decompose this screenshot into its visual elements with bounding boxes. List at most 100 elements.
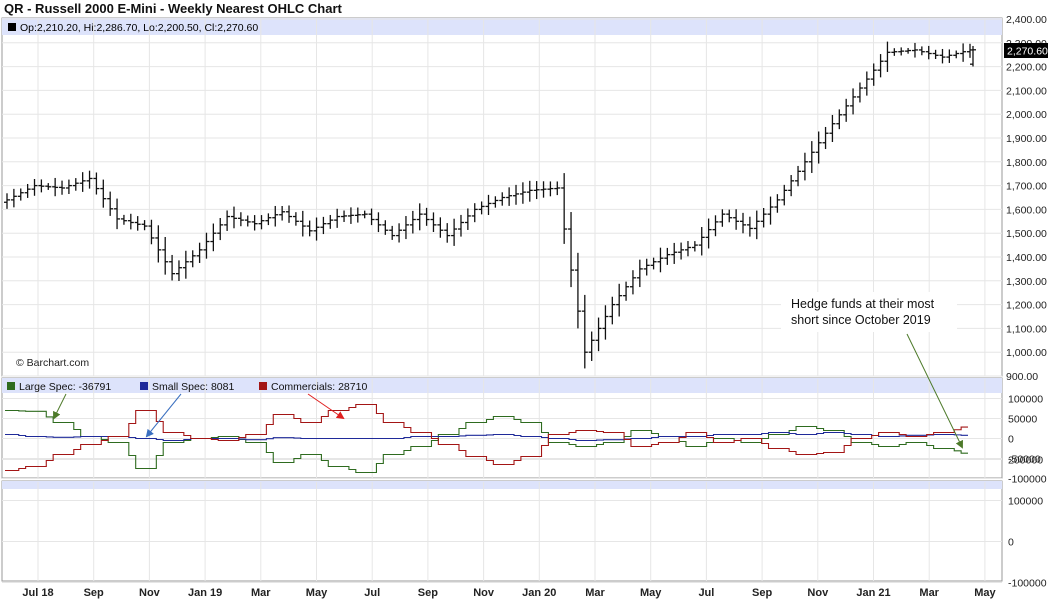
ohlc-bar: [926, 46, 932, 59]
ohlc-bar: [190, 250, 196, 267]
ohlc-bar: [327, 215, 333, 229]
price-y-tick-label: 1,800.00: [1006, 157, 1047, 169]
ohlc-bar: [169, 255, 175, 281]
ohlc-readout: Op:2,210.20, Hi:2,286.70, Lo:2,200.50, C…: [20, 22, 258, 34]
x-tick-label: Nov: [807, 587, 829, 599]
ohlc-bar: [726, 210, 732, 223]
ohlc-bar: [878, 54, 884, 77]
empty-panel-bar: [2, 481, 1002, 489]
ohlc-bar: [417, 203, 423, 230]
price-y-tick-label: 1,100.00: [1006, 323, 1047, 335]
ohlc-bar-last: [970, 46, 976, 67]
ohlc-bar: [197, 243, 203, 263]
ohlc-bar: [692, 241, 698, 251]
ohlc-bar: [651, 258, 657, 270]
price-y-tick-label: 2,400.00: [1006, 14, 1047, 26]
x-tick-label: Jan 20: [522, 587, 556, 599]
price-y-tick-label: 1,900.00: [1006, 133, 1047, 145]
ohlc-bar: [424, 208, 430, 226]
ohlc-bar: [238, 212, 244, 226]
ohlc-bar: [183, 251, 189, 279]
ohlc-bar: [637, 260, 643, 287]
price-y-tick-label: 900.00: [1006, 371, 1038, 383]
ohlc-bar: [768, 197, 774, 225]
price-y-axis: 2,400.002,300.002,200.002,100.002,000.00…: [1006, 14, 1047, 383]
x-tick-label: Nov: [139, 587, 161, 599]
ohlc-bar: [960, 43, 966, 61]
ohlc-bar: [850, 88, 856, 114]
ohlc-bar: [486, 195, 492, 215]
ohlc-bar: [162, 237, 168, 275]
ohlc-bar: [286, 205, 292, 222]
empty-y-tick-label: -100000: [1008, 578, 1047, 590]
ohlc-bar: [740, 213, 746, 233]
arrow-small-spec: [147, 394, 181, 436]
watermark: © Barchart.com: [16, 357, 89, 369]
ohlc-bar: [575, 253, 581, 329]
ohlc-bar: [857, 83, 863, 103]
ohlc-bar: [836, 109, 842, 129]
ohlc-bar: [754, 211, 760, 240]
x-tick-label: Mar: [251, 587, 271, 599]
price-y-tick-label: 2,100.00: [1006, 85, 1047, 97]
readout-swatch: [8, 23, 16, 31]
ohlc-bar: [451, 219, 457, 246]
arrow-large-spec: [54, 394, 66, 418]
x-tick-label: Jul: [364, 587, 380, 599]
ohlc-bar: [919, 46, 925, 55]
ohlc-bar: [816, 132, 822, 164]
x-tick-label: Sep: [84, 587, 104, 599]
ohlc-bar: [843, 99, 849, 122]
ohlc-bar: [375, 212, 381, 232]
cot-y-tick-label: 50000: [1008, 414, 1037, 426]
price-y-tick-label: 1,600.00: [1006, 204, 1047, 216]
ohlc-bar: [107, 192, 113, 216]
empty-y-tick-label: 0: [1008, 537, 1014, 549]
ohlc-bar: [630, 270, 636, 294]
x-tick-label: Nov: [473, 587, 495, 599]
x-tick-label: Jul: [698, 587, 714, 599]
ohlc-bar: [912, 43, 918, 58]
legend-large-spec: Large Spec: -36791: [19, 381, 111, 393]
ohlc-bar: [733, 209, 739, 230]
ohlc-bar: [410, 211, 416, 234]
price-y-tick-label: 1,300.00: [1006, 276, 1047, 288]
price-y-tick-label: 1,400.00: [1006, 252, 1047, 264]
annotation: Hedge funds at their most short since Oc…: [781, 292, 957, 332]
ohlc-bar: [382, 220, 388, 235]
ohlc-bar: [259, 215, 265, 229]
ohlc-bar: [341, 211, 347, 222]
ohlc-bar: [300, 211, 306, 237]
x-tick-label: Mar: [585, 587, 605, 599]
ohlc-bar: [210, 224, 216, 252]
price-y-tick-label: 1,500.00: [1006, 228, 1047, 240]
empty-y-tick-label: 100000: [1008, 496, 1043, 508]
x-tick-label: May: [306, 587, 328, 599]
legend-swatch-small-spec: [140, 382, 148, 390]
ohlc-bar: [59, 181, 65, 195]
ohlc-bar: [602, 305, 608, 339]
price-y-tick-label: 2,200.00: [1006, 62, 1047, 74]
ohlc-bar: [554, 181, 560, 195]
ohlc-bar: [616, 284, 622, 317]
x-tick-label: May: [640, 587, 662, 599]
ohlc-bar: [795, 166, 801, 186]
x-tick-label: Sep: [752, 587, 772, 599]
cot-y-tick-label: 0: [1008, 434, 1014, 446]
ohlc-bar: [864, 71, 870, 95]
cot-legend: Large Spec: -36791 Small Spec: 8081 Comm…: [7, 381, 367, 393]
legend-swatch-commercials: [259, 382, 267, 390]
ohlc-bar: [45, 183, 51, 190]
ohlc-bar: [176, 260, 182, 281]
ohlc-bar: [203, 233, 209, 259]
ohlc-bar: [38, 179, 44, 192]
ohlc-bar: [93, 172, 99, 194]
ohlc-bar: [492, 196, 498, 207]
ohlc-bar: [802, 153, 808, 181]
ohlc-bar: [128, 214, 134, 230]
ohlc-bar: [114, 199, 120, 230]
ohlc-bar: [568, 212, 574, 287]
ohlc-bar: [953, 51, 959, 59]
ohlc-bar: [884, 42, 890, 72]
